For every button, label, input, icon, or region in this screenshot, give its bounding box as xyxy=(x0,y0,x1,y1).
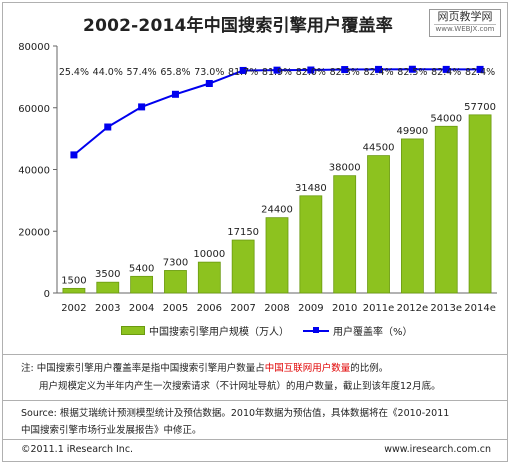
bar-2011e xyxy=(367,155,390,294)
coverage-point-2008 xyxy=(273,66,281,74)
coverage-value-label: 65.8% xyxy=(160,67,190,78)
chart-title: 2002-2014年中国搜索引擎用户覆盖率 xyxy=(83,16,393,36)
bar-2013e xyxy=(434,125,458,294)
notes-divider xyxy=(3,354,507,355)
x-tick-label: 2006 xyxy=(197,303,222,314)
coverage-value-label: 81.9% xyxy=(262,67,292,78)
note-text-b: 的比例。 xyxy=(350,363,389,374)
watermark-cn: 网页教学网 xyxy=(437,10,493,23)
y-tick-label: 0 xyxy=(44,289,50,300)
coverage-point-2004 xyxy=(138,103,146,111)
note-line-1: 注: 中国搜索引擎用户覆盖率是指中国搜索引擎用户数量占中国互联网用户数量的比例。 xyxy=(21,360,388,374)
x-tick-label: 2011e xyxy=(363,303,395,314)
bar-2003 xyxy=(96,281,120,294)
legend-item-users: 中国搜索引擎用户规模（万人） xyxy=(121,323,289,338)
coverage-point-2003 xyxy=(104,123,112,131)
coverage-point-2006 xyxy=(205,80,213,87)
legend-item-coverage: 用户覆盖率（%） xyxy=(303,323,413,338)
coverage-value-label: 82.4% xyxy=(363,67,393,78)
y-tick-label: 40000 xyxy=(18,166,50,177)
bar-value-label: 24400 xyxy=(261,205,293,216)
bar-2005 xyxy=(164,270,187,294)
watermark-logo: 网页教学网 www.WEBJX.com xyxy=(429,9,501,37)
coverage-point-2013e xyxy=(442,65,450,73)
bar-value-label: 5400 xyxy=(129,263,154,274)
bar-2002 xyxy=(62,287,86,294)
coverage-point-2002 xyxy=(70,151,78,159)
coverage-value-label: 44.0% xyxy=(93,67,123,78)
coverage-point-2010 xyxy=(341,66,349,74)
combo-chart: 0 20000 40000 60000 80000 1500 2002 3500 2003 540… xyxy=(18,42,497,314)
legend-swatch-bar xyxy=(121,326,145,335)
coverage-value-label: 82.0% xyxy=(296,67,326,78)
x-tick-label: 2003 xyxy=(95,303,120,314)
legend-swatch-line xyxy=(303,326,329,333)
legend-label-coverage: 用户覆盖率（%） xyxy=(333,327,413,338)
coverage-point-2005 xyxy=(171,90,179,98)
source-line-1: Source: 根据艾瑞统计预测模型统计及预估数据。2010年数据为预估值，具体… xyxy=(21,408,450,419)
x-tick-label: 2002 xyxy=(61,303,86,314)
coverage-value-label: 82.3% xyxy=(330,67,360,78)
bar-value-label: 10000 xyxy=(193,249,225,260)
footer-copyright: ©2011.1 iResearch Inc. xyxy=(21,444,134,455)
x-tick-label: 2007 xyxy=(230,303,255,314)
coverage-value-label: 81.7% xyxy=(228,67,258,78)
bar-value-label: 3500 xyxy=(95,269,120,280)
coverage-point-2009 xyxy=(307,66,315,74)
bar-value-label: 54000 xyxy=(430,113,462,124)
bar-2007 xyxy=(231,239,255,294)
x-tick-label: 2014e xyxy=(464,303,496,314)
coverage-value-label: 82.4% xyxy=(431,67,461,78)
coverage-point-2014e xyxy=(476,65,484,73)
bar-value-label: 17150 xyxy=(227,227,259,238)
x-tick-label: 2005 xyxy=(163,303,188,314)
coverage-value-label: 25.4% xyxy=(59,67,89,78)
bar-2006 xyxy=(197,261,221,294)
x-tick-label: 2013e xyxy=(430,303,462,314)
bar-2009 xyxy=(299,195,323,294)
x-tick-label: 2010 xyxy=(332,303,357,314)
bar-2014e xyxy=(468,114,492,294)
source-line-2: 中国搜索引擎市场行业发展报告》中修正。 xyxy=(21,425,202,436)
footer-url: www.iresearch.com.cn xyxy=(384,444,491,455)
coverage-point-2011e xyxy=(375,65,383,73)
bar-value-label: 49900 xyxy=(396,126,428,137)
x-tick-label: 2012e xyxy=(397,303,429,314)
bar-value-label: 44500 xyxy=(363,143,395,154)
y-tick-label: 60000 xyxy=(18,104,50,115)
y-tick-label: 80000 xyxy=(18,42,50,53)
x-tick-label: 2009 xyxy=(298,303,323,314)
coverage-point-2012e xyxy=(408,65,416,73)
bar-2004 xyxy=(130,275,154,294)
legend-label-users: 中国搜索引擎用户规模（万人） xyxy=(149,327,289,338)
bar-value-label: 31480 xyxy=(295,183,327,194)
coverage-value-label: 82.5% xyxy=(397,67,427,78)
x-tick-label: 2008 xyxy=(264,303,289,314)
bar-value-label: 38000 xyxy=(329,163,361,174)
note-highlight: 中国互联网用户数量 xyxy=(264,363,351,374)
bar-2012e xyxy=(400,138,424,294)
bar-value-label: 7300 xyxy=(163,257,188,268)
note-line-2: 用户规模定义为半年内产生一次搜索请求（不计网址导航）的用户数量，截止到该年度12… xyxy=(39,381,441,392)
watermark-en: www.WEBJX.com xyxy=(434,24,496,33)
x-tick-label: 2004 xyxy=(129,303,154,314)
bar-value-label: 1500 xyxy=(61,275,86,286)
coverage-value-label: 73.0% xyxy=(194,67,224,78)
bar-2010 xyxy=(333,175,357,294)
chart-legend: 中国搜索引擎用户规模（万人） 用户覆盖率（%） xyxy=(3,323,507,339)
y-tick-label: 20000 xyxy=(18,227,50,238)
note-text-a: 注: 中国搜索引擎用户覆盖率是指中国搜索引擎用户数量占 xyxy=(21,363,265,374)
coverage-value-label: 82.4% xyxy=(465,67,495,78)
bar-value-label: 57700 xyxy=(464,102,496,113)
coverage-point-2007 xyxy=(239,66,247,74)
footer-divider xyxy=(3,439,507,440)
coverage-value-label: 57.4% xyxy=(127,67,157,78)
bar-2008 xyxy=(265,217,289,294)
source-divider xyxy=(3,400,507,401)
